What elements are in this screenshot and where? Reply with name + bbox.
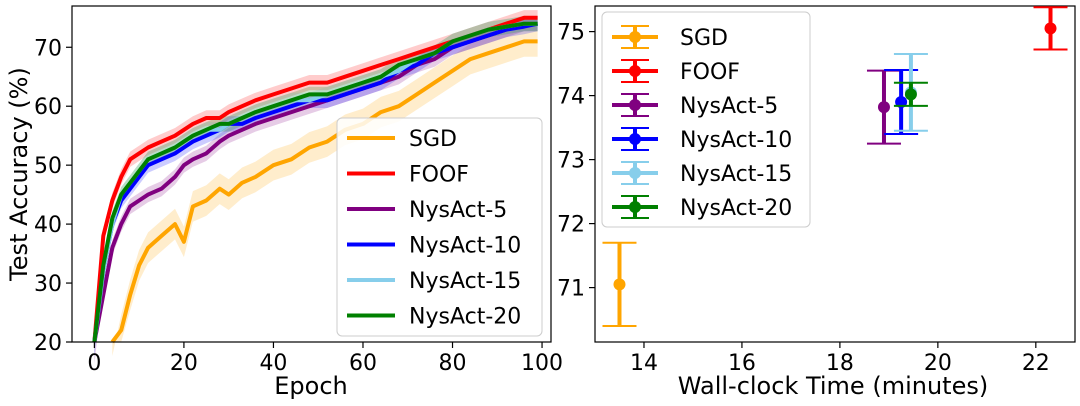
y-tick-label: 73: [557, 149, 585, 174]
errorbar-nysact-20: [893, 81, 928, 107]
y-tick-label: 30: [34, 272, 62, 297]
legend-label: FOOF: [680, 60, 740, 85]
errorbar-nysact-10: [884, 69, 919, 135]
legend-label: SGD: [409, 127, 457, 152]
x-tick-label: 80: [439, 351, 467, 376]
right-plot-frame: [594, 5, 1076, 343]
line-nysact-20: [92, 21, 538, 343]
legend-label: NysAct-15: [680, 162, 792, 187]
left-plot-frame: [71, 5, 552, 343]
x-tick-label: 60: [349, 351, 377, 376]
legend-swatch-marker: [629, 201, 641, 213]
band-sgd: [112, 26, 538, 357]
y-tick-label: 20: [34, 331, 62, 356]
right-error-points: [602, 6, 1068, 327]
y-tick-label: 60: [34, 95, 62, 120]
right-x-axis-label: Wall-clock Time (minutes): [678, 372, 988, 400]
errorbar-foof: [1033, 6, 1068, 51]
legend-swatch-marker: [629, 133, 641, 145]
legend-label: NysAct-5: [680, 94, 778, 119]
x-tick-label: 22: [1022, 351, 1050, 376]
x-tick-label: 20: [924, 351, 952, 376]
right-y-ticks: 71 72 73 74 75: [557, 21, 595, 302]
point-nysact-5: [877, 101, 890, 114]
left-confidence-bands: [94, 10, 538, 364]
y-tick-label: 74: [557, 85, 585, 110]
legend-label: NysAct-5: [409, 198, 507, 223]
left-x-axis-label: Epoch: [274, 372, 348, 400]
left-x-ticks: 0 20 40 60 80 100: [87, 342, 563, 376]
legend-label: FOOF: [409, 163, 469, 188]
y-tick-label: 50: [34, 154, 62, 179]
left-series-lines: [92, 15, 539, 344]
legend-label: NysAct-10: [409, 234, 521, 259]
left-y-ticks: 20 30 40 50 60 70: [34, 36, 72, 356]
y-tick-label: 72: [557, 213, 585, 238]
x-tick-label: 14: [630, 351, 658, 376]
y-tick-label: 70: [34, 36, 62, 61]
y-tick-label: 71: [557, 277, 585, 302]
legend-label: SGD: [680, 26, 728, 51]
x-tick-label: 20: [170, 351, 198, 376]
left-legend: SGD FOOF NysAct-5 NysAct-10 NysAct-15 NysAct-…: [336, 117, 543, 337]
legend-label: NysAct-20: [409, 305, 521, 330]
line-sgd: [110, 39, 538, 344]
legend-swatch-marker: [629, 99, 641, 111]
point-foof: [1044, 22, 1057, 35]
x-tick-label: 40: [259, 351, 287, 376]
legend-label: NysAct-15: [409, 269, 521, 294]
legend-label: NysAct-10: [680, 128, 792, 153]
errorbar-nysact-5: [866, 69, 901, 145]
legend-swatch-marker: [629, 167, 641, 179]
point-sgd: [613, 278, 626, 291]
right-x-ticks: 14 16 18 20 22: [630, 342, 1050, 376]
x-tick-label: 0: [87, 351, 101, 376]
right-legend: SGD FOOF NysAct-5 NysAct-10 NysAct-15 NysAct-…: [601, 11, 811, 228]
line-nysact-10: [92, 21, 539, 343]
band-foof: [94, 10, 538, 347]
y-tick-label: 75: [557, 21, 585, 46]
legend-swatch-marker: [629, 65, 641, 77]
left-chart: 0 20 40 60 80 100 20 30 40 50 60 70 Epoch Test Acc…: [5, 5, 563, 400]
x-tick-label: 100: [521, 351, 563, 376]
legend-label: NysAct-20: [680, 196, 792, 221]
x-tick-label: 18: [826, 351, 854, 376]
left-y-axis-label: Test Accuracy (%): [5, 67, 33, 282]
errorbar-sgd: [602, 241, 637, 327]
legend-swatch-marker: [629, 31, 641, 43]
right-chart: 14 16 18 20 22 71 72 73 74 75 Wall-clock Time (m…: [557, 5, 1076, 400]
point-nysact-20: [904, 88, 917, 101]
y-tick-label: 40: [34, 213, 62, 238]
x-tick-label: 16: [728, 351, 756, 376]
